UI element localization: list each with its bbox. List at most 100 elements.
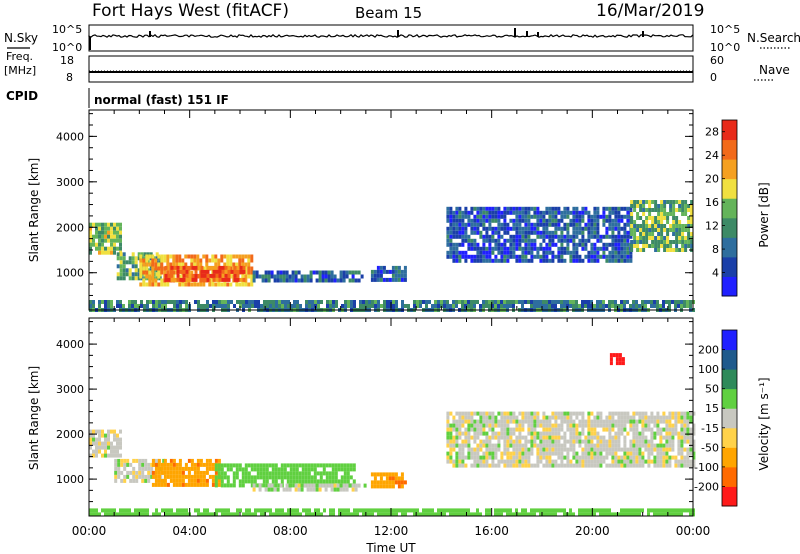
- data-cell: [503, 214, 507, 219]
- data-cell: [202, 474, 206, 479]
- data-cell: [107, 226, 110, 231]
- data-cell: [461, 411, 465, 416]
- data-cell: [252, 483, 256, 488]
- data-cell: [654, 200, 658, 204]
- data-cell: [254, 512, 257, 517]
- data-cell: [383, 304, 386, 308]
- data-cell: [666, 212, 670, 216]
- data-cell: [482, 463, 486, 468]
- data-cell: [464, 411, 468, 416]
- data-cell: [636, 224, 640, 228]
- data-cell: [403, 273, 407, 278]
- data-cell: [392, 512, 395, 517]
- data-cell: [160, 470, 164, 475]
- data-cell: [680, 435, 684, 440]
- data-cell: [551, 210, 555, 215]
- data-cell: [521, 230, 525, 235]
- data-cell: [182, 277, 186, 282]
- data-cell: [638, 443, 642, 448]
- data-cell: [605, 258, 609, 263]
- data-cell: [446, 238, 450, 243]
- data-cell: [331, 471, 335, 476]
- data-cell: [113, 230, 116, 235]
- data-cell: [187, 282, 191, 287]
- data-cell: [608, 463, 612, 468]
- data-cell: [458, 455, 462, 460]
- data-cell: [134, 304, 137, 308]
- data-cell: [506, 463, 510, 468]
- data-cell: [485, 246, 489, 251]
- data-cell: [602, 206, 606, 211]
- data-cell: [172, 466, 176, 471]
- data-cell: [344, 512, 347, 517]
- velocity-data: [89, 353, 696, 517]
- data-cell: [164, 304, 167, 308]
- data-cell: [248, 304, 251, 308]
- data-cell: [446, 226, 450, 231]
- data-cell: [473, 242, 477, 247]
- data-cell: [674, 415, 678, 420]
- data-cell: [285, 270, 289, 275]
- data-cell: [572, 512, 575, 517]
- data-cell: [428, 512, 431, 517]
- data-cell: [509, 508, 512, 513]
- data-cell: [530, 246, 534, 251]
- data-cell: [126, 470, 130, 475]
- data-cell: [98, 222, 101, 227]
- data-cell: [292, 471, 296, 476]
- data-cell: [137, 304, 140, 308]
- data-cell: [294, 274, 298, 279]
- data-cell: [211, 254, 215, 259]
- data-cell: [663, 224, 667, 228]
- data-cell: [684, 212, 688, 216]
- data-cell: [494, 447, 498, 452]
- data-cell: [92, 238, 95, 243]
- data-cell: [452, 254, 456, 259]
- data-cell: [491, 214, 495, 219]
- data-cell: [461, 230, 465, 235]
- data-cell: [247, 254, 251, 259]
- data-cell: [590, 427, 594, 432]
- data-cell: [157, 270, 161, 275]
- data-cell: [253, 479, 257, 484]
- data-cell: [569, 419, 573, 424]
- data-cell: [587, 427, 591, 432]
- data-cell: [639, 228, 643, 232]
- data-cell: [590, 214, 594, 219]
- data-cell: [199, 462, 203, 467]
- data-cell: [677, 419, 681, 424]
- data-cell: [449, 451, 453, 456]
- data-cell: [657, 220, 661, 224]
- data-cell: [250, 475, 254, 480]
- data-cell: [662, 459, 666, 464]
- data-cell: [665, 431, 669, 436]
- data-cell: [515, 459, 519, 464]
- data-cell: [264, 278, 268, 283]
- data-cell: [521, 300, 524, 304]
- data-cell: [452, 210, 456, 215]
- data-cell: [220, 483, 224, 488]
- data-cell: [197, 304, 200, 308]
- data-cell: [557, 210, 561, 215]
- data-cell: [566, 300, 569, 304]
- data-cell: [214, 458, 218, 463]
- plot-title: Fort Hays West (fitACF): [92, 1, 289, 21]
- data-cell: [446, 455, 450, 460]
- data-cell: [395, 512, 398, 517]
- data-cell: [122, 268, 126, 273]
- data-cell: [404, 304, 407, 308]
- data-cell: [530, 439, 534, 444]
- data-cell: [554, 230, 558, 235]
- data-cell: [554, 459, 558, 464]
- data-cell: [163, 282, 167, 287]
- data-cell: [425, 304, 428, 308]
- data-cell: [306, 278, 310, 283]
- data-cell: [214, 463, 218, 468]
- data-cell: [639, 208, 643, 212]
- data-cell: [313, 479, 317, 484]
- data-cell: [197, 508, 200, 513]
- data-cell: [176, 304, 179, 308]
- data-cell: [548, 218, 552, 223]
- data-cell: [464, 439, 468, 444]
- data-cell: [452, 419, 456, 424]
